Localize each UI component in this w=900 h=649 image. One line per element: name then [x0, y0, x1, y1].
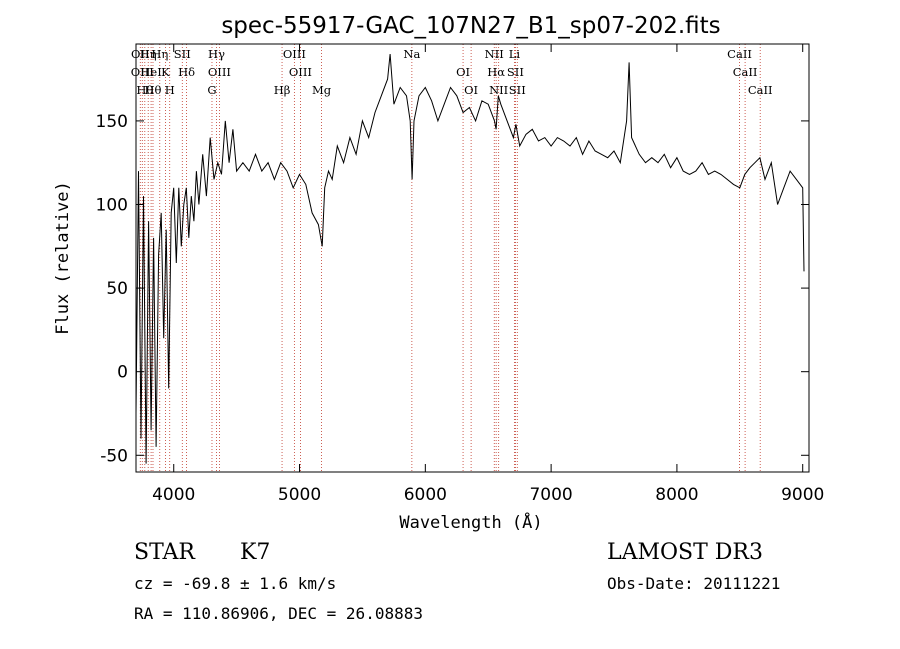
line-label-15: OIII	[283, 47, 306, 61]
y-tick-label-2: 50	[106, 279, 128, 299]
line-label-29: CaII	[748, 83, 773, 97]
line-label-20: OI	[464, 83, 478, 97]
spectrum-chart: spec-55917-GAC_107N27_B1_sp07-202.fits O…	[53, 13, 824, 533]
x-tick-label-1: 5000	[278, 485, 321, 505]
x-tick-label-4: 8000	[655, 485, 698, 505]
line-label-6: Hη	[151, 47, 168, 61]
line-label-18: Na	[403, 47, 420, 61]
line-label-12: Hγ	[208, 47, 225, 61]
spectral-line-markers	[139, 44, 761, 472]
y-tick-label-3: 100	[96, 196, 128, 216]
coordinates: RA = 110.86906, DEC = 26.08883	[134, 604, 423, 623]
x-tick-label-0: 4000	[152, 485, 195, 505]
line-label-27: CaII	[727, 47, 752, 61]
line-label-5: Hθ	[145, 83, 162, 97]
y-axis-ticks: -50 0 50 100 150	[96, 112, 809, 466]
line-label-13: OIII	[208, 65, 231, 79]
line-label-22: Hα	[487, 65, 505, 79]
line-label-11: G	[207, 83, 216, 97]
x-axis-label: Wavelength (Å)	[399, 511, 542, 533]
line-label-4: HeI	[140, 65, 161, 79]
x-tick-label-3: 7000	[529, 485, 572, 505]
y-tick-label-0: -50	[100, 446, 128, 466]
x-axis-ticks: 4000 5000 6000 7000 8000 9000	[152, 44, 824, 505]
object-subclass: K7	[240, 540, 271, 565]
line-label-3: Hη	[140, 47, 157, 61]
chart-title: spec-55917-GAC_107N27_B1_sp07-202.fits	[221, 13, 720, 39]
x-tick-label-5: 9000	[781, 485, 824, 505]
observation-date: Obs-Date: 20111221	[607, 574, 781, 593]
line-label-2: Hθ	[136, 83, 153, 97]
line-label-1: OIII	[131, 65, 154, 79]
y-tick-label-4: 150	[96, 112, 128, 132]
spectrum-series-line	[135, 53, 805, 464]
y-tick-label-1: 0	[117, 363, 128, 383]
plot-frame	[135, 43, 810, 473]
x-tick-label-2: 6000	[404, 485, 447, 505]
line-label-10: Hδ	[178, 65, 195, 79]
line-label-28: CaII	[733, 65, 758, 79]
line-label-21: NII	[485, 47, 504, 61]
line-label-9: SII	[174, 47, 191, 61]
line-label-26: SII	[509, 83, 526, 97]
y-axis-label: Flux (relative)	[53, 181, 73, 335]
line-label-17: Mg	[312, 83, 332, 97]
line-label-8: H	[165, 83, 175, 97]
line-label-16: OIII	[289, 65, 312, 79]
line-label-24: Li	[509, 47, 521, 61]
survey-name: LAMOST DR3	[607, 540, 763, 565]
line-label-23: NII	[489, 83, 508, 97]
line-label-7: K	[161, 65, 170, 79]
line-label-19: OI	[456, 65, 470, 79]
line-label-25: SII	[507, 65, 524, 79]
line-label-14: Hβ	[274, 83, 291, 97]
redshift-velocity: cz = -69.8 ± 1.6 km/s	[134, 574, 337, 593]
object-class: STAR	[134, 540, 195, 565]
